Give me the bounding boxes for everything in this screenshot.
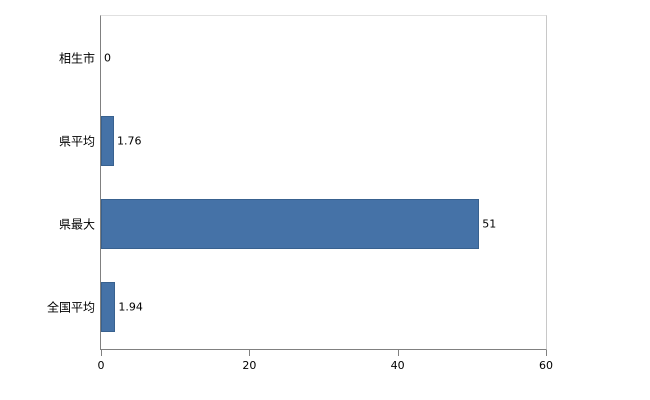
- bar-row: 県最大 51: [59, 183, 546, 266]
- value-label: 1.94: [118, 300, 143, 314]
- bar-row: 全国平均 1.94: [47, 266, 546, 349]
- x-tick-label: 0: [97, 359, 105, 372]
- bar: [101, 115, 115, 166]
- category-label: 相生市: [58, 51, 95, 66]
- bar-row: 県平均 1.76: [59, 99, 546, 182]
- plot-area: 相生市 0 県平均 1.76 県最大 51 全国平均 1.94 0 20 40 60: [47, 15, 553, 372]
- x-tick-mark: [101, 350, 102, 356]
- value-label: 0: [104, 51, 111, 65]
- value-label: 1.76: [117, 134, 142, 148]
- x-tick-label: 20: [242, 359, 257, 372]
- bar: [101, 199, 480, 250]
- category-label: 県最大: [58, 217, 95, 232]
- bar: [101, 282, 116, 333]
- x-tick-label: 40: [390, 359, 405, 372]
- x-tick-mark: [546, 350, 547, 356]
- category-label: 県平均: [58, 134, 95, 149]
- x-tick-mark: [397, 350, 399, 356]
- x-tick-label: 60: [539, 359, 553, 372]
- value-label: 51: [482, 217, 497, 231]
- bar-row: 相生市 0: [59, 16, 546, 99]
- x-tick-mark: [249, 350, 251, 356]
- bar-rows: 相生市 0 県平均 1.76 県最大 51 全国平均 1.94: [47, 16, 546, 349]
- category-label: 全国平均: [46, 300, 95, 315]
